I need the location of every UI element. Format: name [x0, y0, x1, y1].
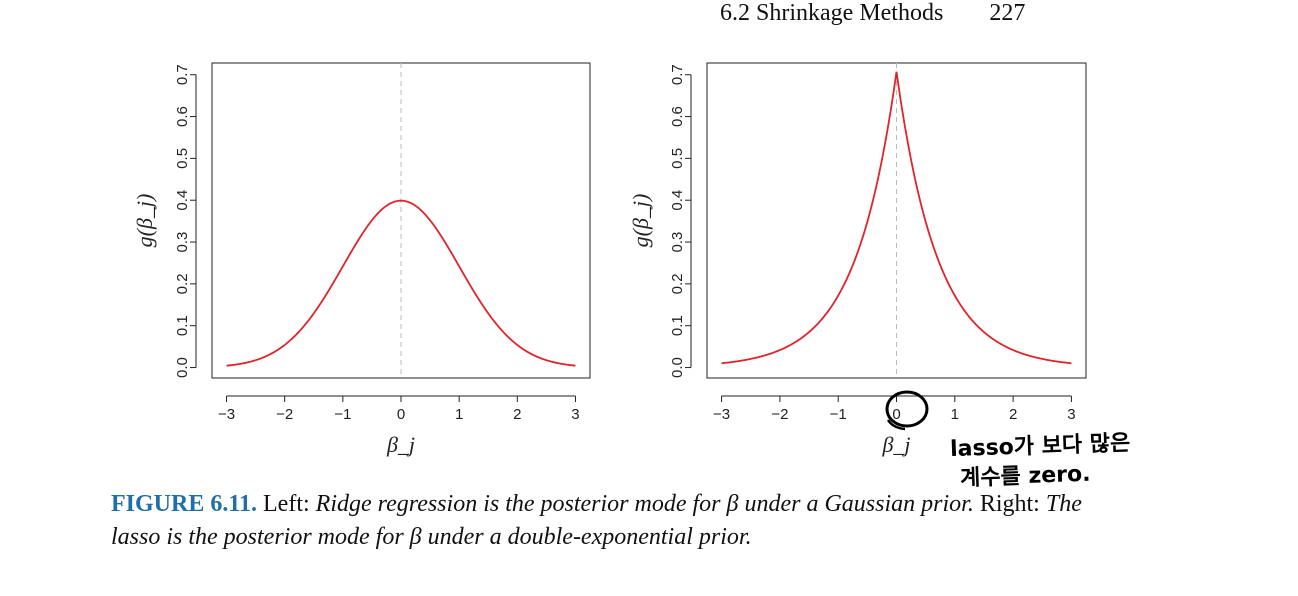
left-y-tick-label: 0.1	[174, 315, 191, 336]
left-y-tick-label: 0.0	[174, 357, 191, 378]
left-x-tick-label: 3	[571, 406, 579, 423]
left-y-tick-label: 0.3	[174, 232, 191, 253]
caption-left-word: Left:	[263, 491, 310, 517]
left-x-tick-label: −2	[276, 406, 293, 423]
right-x-tick-label: −1	[830, 406, 847, 423]
left-y-tick-label: 0.2	[174, 273, 191, 294]
right-y-tick-label: 0.5	[669, 148, 686, 169]
caption-right-text: The lasso is the posterior mode for β un…	[111, 491, 1082, 550]
figure-plots: −3 −2 −1 0 1 2 3 0.0 0.1 0.2 0.3 0.4 0.5 0.6 0.7 β_j g(β…	[132, 62, 1087, 457]
left-x-tick-label: 1	[455, 406, 463, 423]
left-density-curve	[226, 199, 576, 367]
right-x-tick-label: −3	[713, 406, 730, 423]
caption-label: FIGURE 6.11.	[111, 491, 258, 517]
left-x-tick-label: 2	[513, 406, 521, 423]
right-x-tick-label: 2	[1009, 406, 1017, 423]
left-y-axis-label: g(β_j)	[132, 194, 157, 248]
right-x-tick-label: 0	[892, 406, 900, 423]
handwritten-circle	[885, 390, 929, 428]
right-y-tick-label: 0.3	[669, 232, 686, 253]
right-y-tick-label: 0.1	[669, 315, 686, 336]
right-density-curve	[721, 71, 1072, 365]
page-header: 6.2 Shrinkage Methods 227	[720, 0, 1025, 27]
right-x-tick-label: 3	[1067, 406, 1075, 423]
right-x-axis-label: β_j	[881, 432, 910, 457]
caption-left-text: Ridge regression is the posterior mode f…	[315, 491, 974, 517]
left-x-tick-label: −1	[334, 406, 351, 423]
left-y-tick-label: 0.5	[174, 148, 191, 169]
right-x-tick-label: 1	[951, 406, 959, 423]
left-y-tick-label: 0.6	[174, 106, 191, 127]
right-y-tick-label: 0.6	[669, 106, 686, 127]
handwritten-note-line2: 계수를 zero.	[959, 461, 1091, 492]
left-y-tick-label: 0.4	[174, 190, 191, 211]
handwritten-stroke	[886, 419, 906, 431]
left-x-tick-label: −3	[218, 406, 235, 423]
right-y-tick-label: 0.2	[669, 273, 686, 294]
left-y-tick-label: 0.7	[174, 64, 191, 85]
section-title: 6.2 Shrinkage Methods	[720, 0, 944, 26]
left-x-tick-label: 0	[397, 406, 405, 423]
right-y-tick-label: 0.0	[669, 357, 686, 378]
page-number: 227	[989, 0, 1026, 26]
right-y-tick-label: 0.4	[669, 190, 686, 211]
caption-right-word: Right:	[979, 491, 1040, 517]
right-x-tick-label: −2	[771, 406, 788, 423]
right-y-tick-label: 0.7	[669, 64, 686, 85]
figure-caption: FIGURE 6.11. Left: Ridge regression is t…	[111, 488, 1121, 554]
right-y-axis-label: g(β_j)	[628, 194, 653, 248]
left-x-axis-label: β_j	[386, 432, 415, 457]
